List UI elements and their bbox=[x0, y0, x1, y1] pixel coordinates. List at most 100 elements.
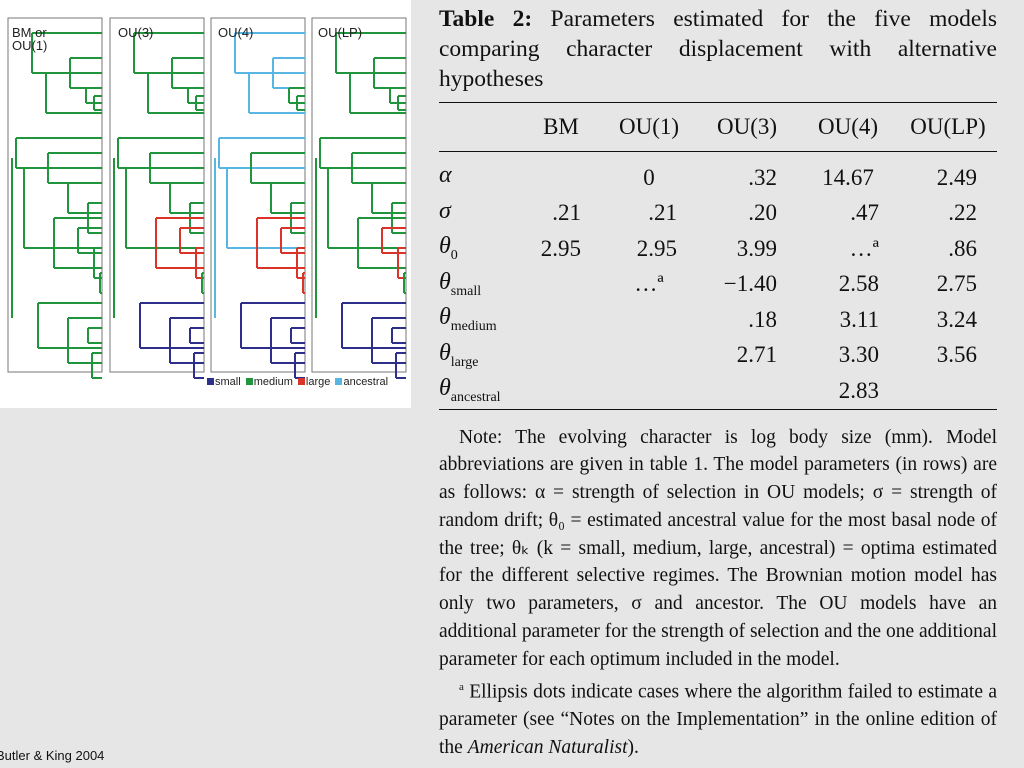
table-header-row: BM OU(1) OU(3) OU(4) OU(LP) bbox=[439, 102, 997, 152]
panel-label-oulp: OU(LP) bbox=[318, 25, 363, 40]
table-header-cell bbox=[439, 103, 521, 152]
panel-frame bbox=[7, 17, 103, 373]
table-cell: 3.11 bbox=[839, 306, 879, 332]
table-row: α 0 .32 14.67 2.49 bbox=[439, 152, 997, 196]
table-cell: .86 bbox=[948, 235, 977, 261]
table-cell bbox=[899, 373, 997, 409]
symbol-subscript: small bbox=[450, 283, 482, 299]
table-cell: 2.83 bbox=[838, 377, 879, 403]
table-caption-label: Table 2: bbox=[439, 6, 533, 32]
table-cell bbox=[521, 152, 601, 196]
table-cell: 2.58 bbox=[838, 271, 879, 297]
table-cell: 3.30 bbox=[838, 342, 879, 368]
legend-swatch-small bbox=[207, 378, 214, 385]
footnote-paragraph: a Ellipsis dots indicate cases where the… bbox=[439, 674, 997, 762]
table-row: σ .21 .21 .20 .47 .22 bbox=[439, 196, 997, 232]
symbol-subscript: large bbox=[450, 354, 479, 370]
table-cell: 3.24 bbox=[936, 306, 977, 332]
row-symbol: θ0 bbox=[439, 231, 521, 267]
symbol-subscript: ancestral bbox=[450, 390, 501, 406]
table-cell: 2.49 bbox=[936, 164, 977, 190]
paper-excerpt: Table 2: Parameters estimated for the fi… bbox=[439, 4, 997, 762]
table-cell bbox=[521, 267, 601, 303]
table-row: θmedium .18 3.11 3.24 bbox=[439, 302, 997, 338]
table-header-cell: OU(1) bbox=[618, 114, 680, 139]
symbol-subscript: medium bbox=[450, 319, 497, 335]
table-cell: .21 bbox=[552, 200, 581, 226]
panel-label-bm: BM or OU(1) bbox=[12, 25, 48, 53]
legend-label-medium: medium bbox=[253, 376, 293, 388]
phylogeny-trees bbox=[7, 17, 407, 379]
legend-swatch-large bbox=[297, 378, 305, 385]
row-symbol: σ bbox=[439, 196, 521, 232]
legend-swatch-ancestral bbox=[335, 378, 343, 385]
table-cell: …ª bbox=[849, 235, 879, 261]
figure-legend: small medium large ancestral bbox=[205, 376, 388, 388]
table-cell: 14.67 bbox=[822, 164, 874, 190]
table-cell: .22 bbox=[948, 200, 977, 226]
table-cell: 2.95 bbox=[636, 235, 677, 261]
table-cell: .18 bbox=[748, 306, 777, 332]
table-header-cell: OU(3) bbox=[716, 114, 778, 139]
table-cell bbox=[521, 302, 601, 338]
table-caption-text: Parameters estimated for the five models… bbox=[439, 6, 998, 92]
footnote-mark: a bbox=[459, 680, 464, 693]
legend-label-ancestral: ancestral bbox=[343, 376, 389, 388]
table-cell bbox=[697, 373, 797, 409]
table-row: θ0 2.95 2.95 3.99 …ª .86 bbox=[439, 231, 997, 267]
table-header-cell: BM bbox=[543, 114, 579, 139]
table-caption: Table 2: Parameters estimated for the fi… bbox=[439, 4, 997, 94]
table-cell: 2.95 bbox=[540, 235, 581, 261]
row-symbol: α bbox=[439, 152, 521, 196]
table-cell: .47 bbox=[850, 200, 879, 226]
table-cell bbox=[601, 373, 697, 409]
symbol-char: θ bbox=[439, 233, 451, 260]
symbol-char: θ bbox=[439, 304, 451, 331]
table-header-cell: OU(4) bbox=[817, 114, 879, 139]
table-cell: 2.75 bbox=[936, 271, 977, 297]
note-paragraph: Note: The evolving character is log body… bbox=[439, 426, 997, 670]
table-cell: .32 bbox=[748, 164, 777, 190]
table-row: θsmall …ª −1.40 2.58 2.75 bbox=[439, 267, 997, 303]
table-row: θancestral 2.83 bbox=[439, 373, 997, 409]
symbol-char: θ bbox=[439, 339, 451, 366]
table-cell: .20 bbox=[748, 200, 777, 226]
panel-label-ou4: OU(4) bbox=[218, 25, 254, 40]
row-symbol: θsmall bbox=[439, 267, 521, 303]
legend-swatch-medium bbox=[245, 378, 253, 385]
row-symbol: θmedium bbox=[439, 302, 521, 338]
panel-frame bbox=[210, 17, 306, 373]
table-cell bbox=[601, 338, 697, 374]
table-cell bbox=[521, 373, 601, 409]
table-cell: −1.40 bbox=[723, 271, 777, 297]
table-note: Note: The evolving character is log body… bbox=[439, 424, 997, 762]
phylogeny-figure: BM or OU(1) OU(3) OU(4) OU(LP) small med… bbox=[0, 0, 411, 408]
symbol-char: θ bbox=[439, 268, 451, 295]
panel-frame bbox=[311, 17, 407, 373]
symbol-char: θ bbox=[439, 375, 451, 402]
figure-credit: Butler & King 2004 bbox=[0, 748, 105, 763]
table-cell: .21 bbox=[648, 200, 677, 226]
panel-frame bbox=[109, 17, 205, 373]
panel-label-ou3: OU(3) bbox=[118, 25, 154, 40]
table-cell: 0 bbox=[643, 164, 655, 190]
table-cell: 3.99 bbox=[736, 235, 777, 261]
table-cell bbox=[601, 302, 697, 338]
legend-label-large: large bbox=[305, 376, 331, 388]
row-symbol: θlarge bbox=[439, 338, 521, 374]
parameter-table: BM OU(1) OU(3) OU(4) OU(LP) α 0 .32 14.6… bbox=[439, 102, 997, 410]
table-cell: …ª bbox=[634, 271, 664, 297]
symbol-char: σ bbox=[439, 197, 451, 224]
table-row: θlarge 2.71 3.30 3.56 bbox=[439, 338, 997, 374]
table-header-cell: OU(LP) bbox=[910, 114, 986, 139]
row-symbol: θancestral bbox=[439, 373, 521, 409]
journal-name: American Naturalist bbox=[467, 736, 628, 758]
table-cell bbox=[521, 338, 601, 374]
footnote-text: Ellipsis dots indicate cases where the a… bbox=[439, 681, 997, 758]
legend-label-small: small bbox=[215, 376, 241, 388]
symbol-char: α bbox=[439, 162, 452, 189]
footnote-end: ). bbox=[627, 736, 639, 758]
table-cell: 3.56 bbox=[936, 342, 977, 368]
table-cell: 2.71 bbox=[736, 342, 777, 368]
symbol-subscript: 0 bbox=[450, 248, 458, 264]
